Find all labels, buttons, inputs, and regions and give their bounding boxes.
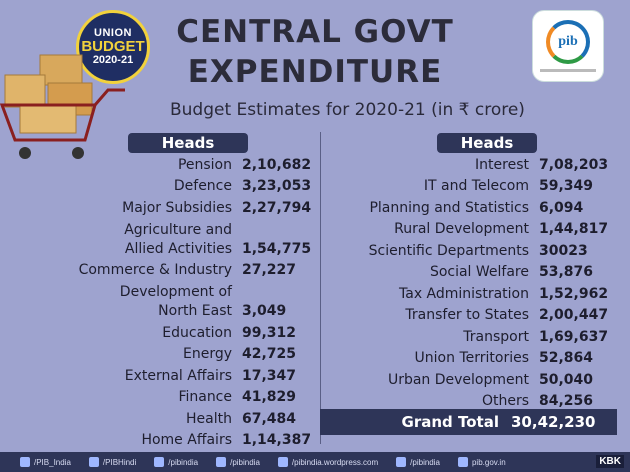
- grand-total-value: 30,42,230: [511, 413, 596, 431]
- wordpress-icon: [277, 457, 288, 467]
- left-heads-header: Heads: [128, 133, 248, 153]
- youtube-icon: [216, 457, 227, 467]
- expense-row: Education 99,312: [162, 324, 297, 341]
- expense-row: Rural Development 1,44,817: [394, 221, 609, 237]
- grand-total-bar: Grand Total 30,42,230: [320, 409, 617, 435]
- expense-row: Interest 7,08,203: [475, 156, 609, 173]
- badge-line-2: BUDGET: [81, 38, 145, 56]
- expense-row: Pension 2,10,682: [177, 156, 312, 173]
- right-heads-header: Heads: [437, 133, 537, 153]
- expense-row: Transport 1,69,637: [463, 328, 609, 345]
- twitter-hindi-link[interactable]: /PIBHindi: [88, 457, 136, 467]
- kbk-tag: KBK: [596, 455, 624, 468]
- wordpress-link[interactable]: /pibindia.wordpress.com: [277, 457, 378, 467]
- title-line-2: EXPENDITURE: [187, 54, 443, 90]
- expense-row: Urban Development 50,040: [387, 371, 594, 388]
- pib-logo-mark: pib: [546, 20, 590, 64]
- expense-row: Commerce & Industry 27,227: [78, 262, 297, 278]
- globe-icon: [457, 457, 468, 467]
- expense-row: Energy 42,725: [182, 346, 297, 362]
- youtube-link[interactable]: /pibindia: [216, 457, 260, 467]
- facebook-link[interactable]: /pibindia: [154, 457, 198, 467]
- pib-logo: pib: [532, 10, 604, 82]
- subtitle: Budget Estimates for 2020-21 (in ₹ crore…: [170, 100, 525, 120]
- expense-row: Defence 3,23,053: [173, 178, 312, 194]
- expense-row: Development of North East 3,049: [119, 284, 287, 319]
- twitter-icon: [20, 457, 30, 467]
- badge-line-1: UNION: [94, 26, 132, 39]
- social-footer: /PIB_India /PIBHindi /pibindia /pibindia…: [0, 452, 630, 472]
- twitter-link[interactable]: /PIB_India: [20, 457, 71, 467]
- right-column: Heads Interest 7,08,203 IT and Telecom 59,…: [325, 133, 617, 411]
- union-budget-badge: UNION BUDGET 2020-21: [76, 10, 150, 84]
- page-title: CENTRAL GOVT EXPENDITURE: [150, 12, 480, 92]
- column-divider: [320, 132, 321, 444]
- expense-row: Tax Administration 1,52,962: [399, 285, 609, 302]
- expense-row: External Affairs 17,347: [124, 367, 297, 384]
- expense-row: Union Territories 52,864: [414, 350, 594, 366]
- expense-row: Finance 41,829: [178, 389, 297, 405]
- twitter-icon: [88, 457, 99, 467]
- expense-row: Scientific Departments 30023: [368, 242, 588, 259]
- title-line-1: CENTRAL GOVT: [176, 14, 454, 50]
- logo-caption-line: [540, 69, 596, 72]
- expense-row: Social Welfare 53,876: [429, 264, 594, 280]
- expense-row: Agriculture and Allied Activities 1,54,775: [124, 221, 312, 257]
- expense-row: Home Affairs 1,14,387: [141, 432, 312, 448]
- shopping-cart-icon: [0, 54, 125, 159]
- expense-row: IT and Telecom 59,349: [423, 178, 594, 194]
- expense-row: Major Subsidies 2,27,794: [122, 199, 312, 216]
- expense-row: Health 67,484: [186, 410, 297, 427]
- instagram-icon: [396, 457, 407, 467]
- instagram-link[interactable]: /pibindia: [396, 457, 440, 467]
- facebook-icon: [154, 457, 165, 467]
- website-link[interactable]: pib.gov.in: [457, 457, 506, 467]
- expense-row: Others 84,256: [481, 393, 594, 409]
- left-column: Heads Pension 2,10,682 Defence 3,23,053 Ma…: [28, 133, 316, 450]
- expense-row: Planning and Statistics 6,094: [369, 199, 584, 216]
- badge-line-3: 2020-21: [92, 53, 134, 66]
- grand-total-label: Grand Total: [401, 413, 499, 431]
- expense-row: Transfer to States 2,00,447: [405, 307, 609, 323]
